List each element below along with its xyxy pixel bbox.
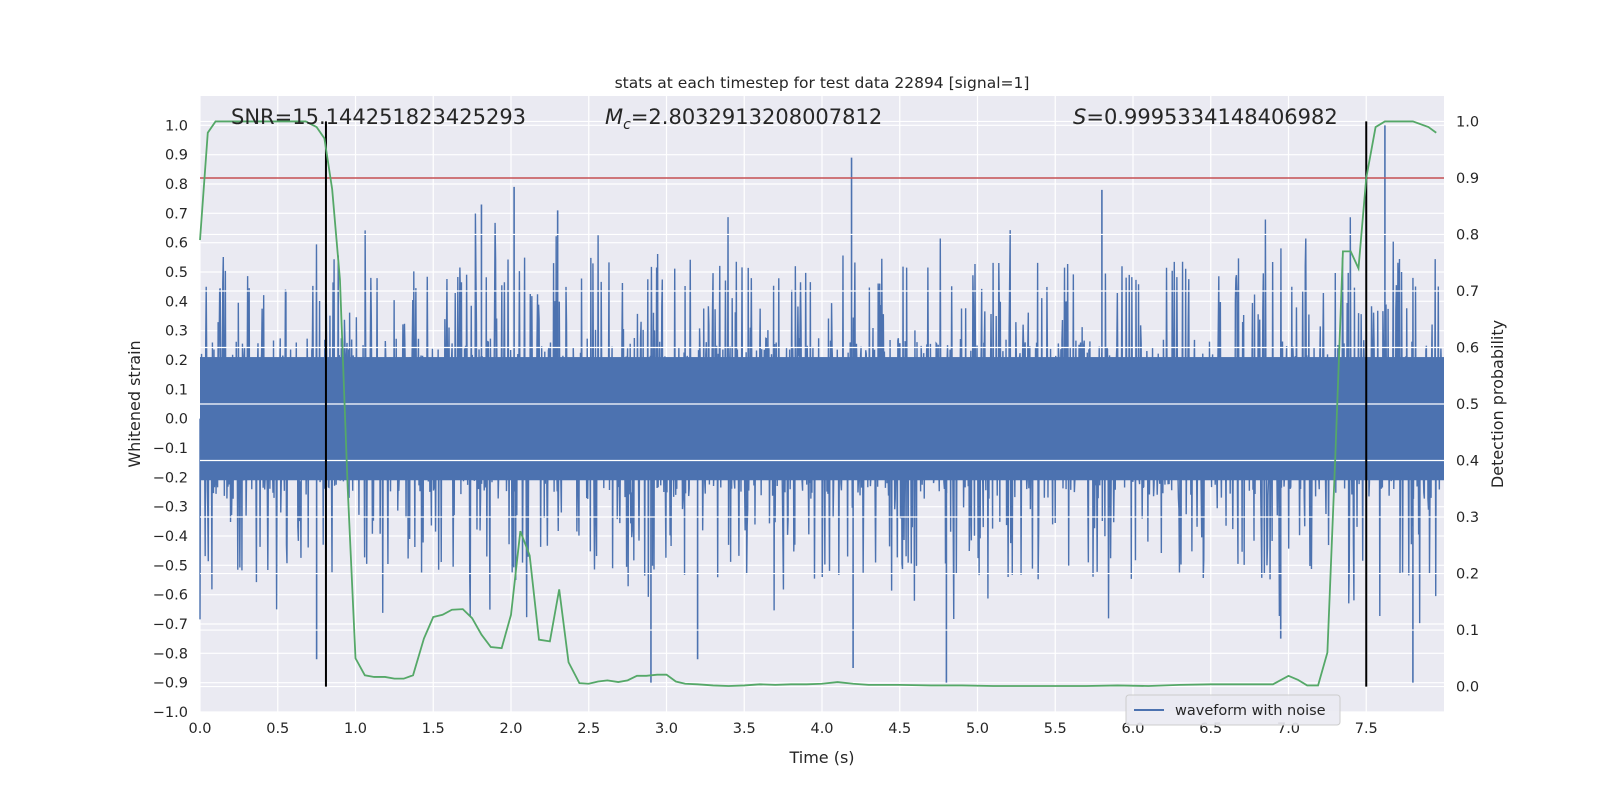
y-tick-label: 0.4 [165, 294, 188, 310]
chirp-mass-subscript: c [623, 117, 631, 133]
snr-annotation: SNR=15.144251823425293 [231, 105, 526, 129]
chirp-mass-symbol: M [605, 105, 623, 129]
y2-tick-label: 0.8 [1456, 227, 1479, 243]
y-tick-label: −0.5 [153, 558, 188, 574]
y2-tick-label: 0.3 [1456, 510, 1479, 526]
y-tick-label: −0.6 [153, 588, 188, 604]
y2-axis-label: Detection probability [1488, 320, 1507, 488]
y2-tick-label: 0.9 [1456, 171, 1479, 187]
x-tick-label: 3.0 [655, 721, 678, 737]
x-tick-label: 0.0 [188, 721, 211, 737]
y2-tick-label: 0.1 [1456, 623, 1479, 639]
s-value: =0.9995334148406982 [1086, 105, 1337, 129]
s-symbol: S [1073, 105, 1086, 129]
y-tick-label: −0.2 [153, 470, 188, 486]
y-tick-label: 0.3 [165, 324, 188, 340]
y-tick-label: −1.0 [153, 705, 188, 721]
x-tick-label: 7.5 [1355, 721, 1378, 737]
x-axis-label: Time (s) [788, 748, 854, 767]
y2-tick-label: 0.4 [1456, 454, 1479, 470]
x-tick-label: 1.5 [422, 721, 445, 737]
y-tick-label: 0.6 [165, 236, 188, 252]
waveform-core [200, 357, 1444, 481]
y2-tick-label: 0.5 [1456, 397, 1479, 413]
y-tick-label: −0.3 [153, 500, 188, 516]
y-tick-label: 1.0 [165, 118, 188, 134]
x-tick-label: 5.0 [966, 721, 989, 737]
y2-tick-label: 0.2 [1456, 567, 1479, 583]
axes: 0.0 0.5 1.0 1.5 2.0 2.5 3.0 3.5 4.0 4.5 5.0 5.5 6.0 6… [153, 114, 1479, 737]
y-tick-label: 0.9 [165, 148, 188, 164]
y2-tick-label: 0.0 [1456, 680, 1479, 696]
chirp-mass-annotation: Mc=2.8032913208007812 [605, 105, 882, 133]
x-tick-label: 2.0 [499, 721, 522, 737]
y-tick-label: −0.4 [153, 529, 188, 545]
legend-box [1125, 694, 1341, 726]
y-tick-label: −0.9 [153, 676, 188, 692]
y-tick-label: 0.7 [165, 206, 188, 222]
legend-label: waveform with noise [1175, 703, 1326, 719]
y-tick-label: 0.8 [165, 177, 188, 193]
chirp-mass-value: =2.8032913208007812 [631, 105, 882, 129]
legend: waveform with noise [1125, 694, 1341, 726]
x-tick-label: 4.5 [888, 721, 911, 737]
y2-tick-label: 0.6 [1456, 340, 1479, 356]
y-tick-label: 0.5 [165, 265, 188, 281]
x-tick-label: 1.0 [344, 721, 367, 737]
y-tick-label: 0.1 [165, 382, 188, 398]
s-annotation: S=0.9995334148406982 [1073, 105, 1338, 129]
y-tick-label: 0.2 [165, 353, 188, 369]
x-tick-label: 4.0 [810, 721, 833, 737]
detection-probability-line [199, 120, 1437, 687]
x-tick-label: 3.5 [733, 721, 756, 737]
x-tick-label: 5.5 [1044, 721, 1067, 737]
y-axis-label: Whitened strain [125, 340, 144, 467]
y2-tick-label: 1.0 [1456, 114, 1479, 130]
chart-title: stats at each timestep for test data 228… [615, 74, 1030, 92]
y-tick-label: 0.0 [165, 412, 188, 428]
y-tick-label: −0.1 [153, 441, 188, 457]
x-tick-label: 0.5 [266, 721, 289, 737]
y-tick-label: −0.8 [153, 646, 188, 662]
x-tick-label: 2.5 [577, 721, 600, 737]
overlay [199, 120, 1444, 688]
waveform-series [199, 125, 1444, 683]
y-tick-label: −0.7 [153, 617, 188, 633]
y2-tick-label: 0.7 [1456, 284, 1479, 300]
